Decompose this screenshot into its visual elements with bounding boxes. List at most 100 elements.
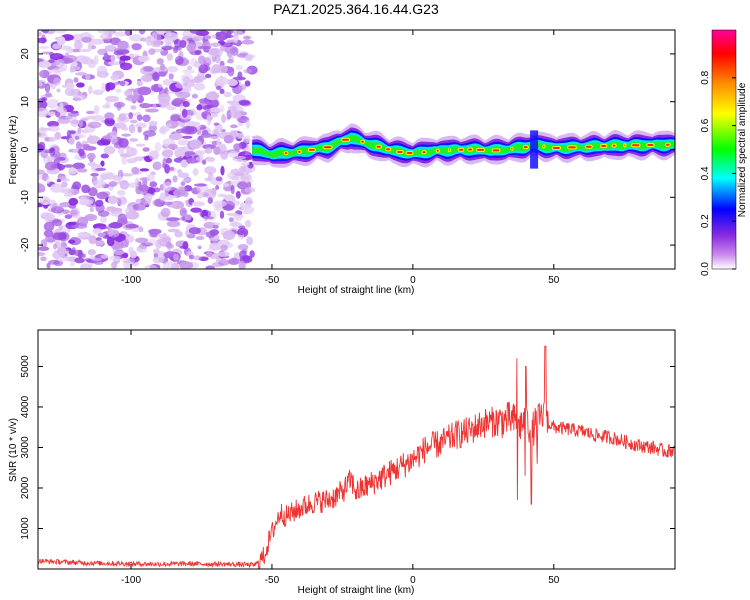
noise-blob xyxy=(221,114,226,124)
noise-blob xyxy=(205,55,217,64)
ridge-peak-core xyxy=(477,148,484,151)
noise-blob xyxy=(94,199,104,207)
noise-blob xyxy=(130,105,137,110)
noise-blob xyxy=(168,73,174,80)
y-tick-label: -10 xyxy=(20,190,31,205)
noise-blob xyxy=(243,35,251,40)
noise-blob xyxy=(108,227,114,238)
noise-blob xyxy=(175,82,189,89)
noise-blob xyxy=(49,69,61,74)
noise-blob xyxy=(122,258,136,264)
noise-blob xyxy=(56,246,67,256)
noise-blob xyxy=(214,54,221,64)
noise-blob xyxy=(110,74,120,81)
noise-blob xyxy=(104,118,110,125)
y-tick-label: 4000 xyxy=(20,395,31,418)
noise-blob xyxy=(219,46,225,52)
noise-blob xyxy=(193,183,207,187)
noise-blob xyxy=(173,189,187,197)
noise-blob xyxy=(38,246,50,251)
noise-blob xyxy=(53,243,58,250)
noise-blob xyxy=(118,138,129,148)
noise-blob xyxy=(209,229,220,236)
noise-blob xyxy=(110,135,118,144)
noise-blob xyxy=(112,250,125,256)
noise-blob xyxy=(68,239,76,244)
y-tick-label: -20 xyxy=(20,237,31,252)
noise-blob xyxy=(67,112,80,117)
noise-blob xyxy=(206,114,212,121)
noise-blob xyxy=(41,97,48,102)
noise-blob xyxy=(91,45,97,50)
noise-blob xyxy=(125,210,140,220)
y-tick-label: 3000 xyxy=(20,436,31,459)
noise-blob xyxy=(74,257,85,264)
noise-blob xyxy=(55,111,61,118)
noise-blob xyxy=(48,259,60,265)
noise-blob xyxy=(168,133,183,141)
noise-blob xyxy=(88,198,94,204)
noise-blob xyxy=(121,126,129,131)
noise-blob xyxy=(100,216,108,224)
noise-blob xyxy=(77,249,83,259)
noise-blob xyxy=(166,32,172,37)
noise-blob xyxy=(88,262,94,268)
noise-blob xyxy=(226,30,232,39)
noise-blob xyxy=(166,123,172,128)
noise-blob xyxy=(79,143,84,149)
noise-blob xyxy=(222,230,236,240)
noise-blob xyxy=(60,136,70,140)
noise-blob xyxy=(215,255,221,263)
noise-blob xyxy=(210,98,219,109)
noise-blob xyxy=(97,30,112,34)
noise-blob xyxy=(219,143,227,152)
noise-blob xyxy=(120,62,133,71)
noise-blob xyxy=(128,112,133,120)
noise-blob xyxy=(249,250,255,258)
noise-blob xyxy=(51,219,63,227)
noise-blob xyxy=(195,236,205,240)
ridge-peak-core xyxy=(448,149,450,152)
noise-blob xyxy=(138,184,150,192)
ridge-peak-core xyxy=(523,146,528,149)
noise-blob xyxy=(207,197,213,204)
colorbar-label: Normalized spectral amplitude xyxy=(737,82,748,217)
noise-blob xyxy=(158,195,166,200)
noise-blob xyxy=(245,197,253,207)
noise-blob xyxy=(97,210,110,217)
noise-blob xyxy=(138,55,150,62)
noise-blob xyxy=(161,149,174,158)
noise-blob xyxy=(135,143,146,147)
noise-blob xyxy=(84,213,98,222)
noise-blob xyxy=(145,108,159,113)
y-tick-label: 5000 xyxy=(20,355,31,378)
ridge-peak-core xyxy=(361,140,364,143)
ridge-peak-core xyxy=(624,144,626,147)
noise-blob xyxy=(59,102,64,112)
noise-blob xyxy=(191,93,198,99)
noise-blob xyxy=(148,150,160,160)
noise-blob xyxy=(152,161,162,171)
noise-blob xyxy=(47,98,60,109)
noise-blob xyxy=(117,190,126,196)
noise-blob xyxy=(68,130,76,135)
noise-blob xyxy=(216,251,230,257)
x-tick-label: 0 xyxy=(410,275,416,286)
noise-blob xyxy=(63,164,74,168)
noise-blob xyxy=(220,165,225,176)
noise-blob xyxy=(233,135,247,139)
noise-blob xyxy=(212,108,219,113)
noise-blob xyxy=(78,148,85,157)
noise-blob xyxy=(152,248,160,254)
noise-blob xyxy=(213,200,227,208)
noise-blob xyxy=(67,188,80,195)
noise-blob xyxy=(228,217,234,223)
noise-blob xyxy=(81,140,89,145)
noise-blob xyxy=(90,38,104,45)
noise-blob xyxy=(133,156,144,161)
noise-blob xyxy=(96,65,108,76)
noise-blob xyxy=(88,235,97,245)
noise-blob xyxy=(210,187,217,196)
noise-blob xyxy=(244,80,251,87)
noise-blob xyxy=(186,158,199,164)
